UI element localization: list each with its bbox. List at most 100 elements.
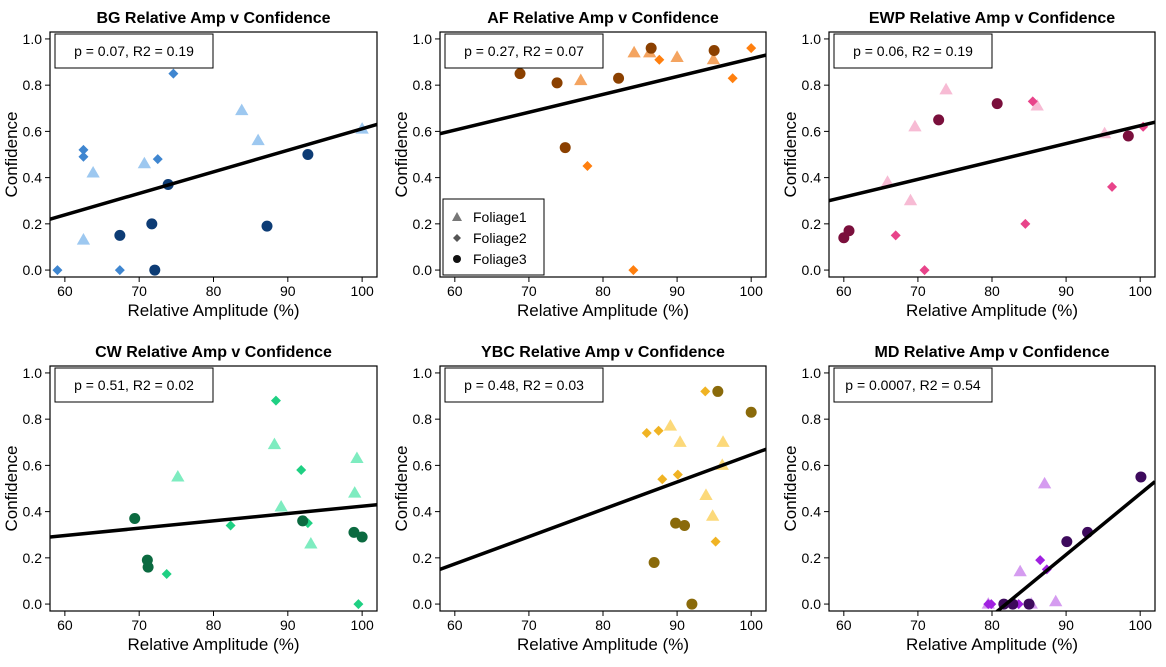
y-axis-label: Confidence — [2, 445, 21, 531]
point-foliage3 — [142, 561, 154, 573]
y-tick-label: 0.2 — [23, 216, 43, 232]
point-foliage1 — [670, 50, 684, 62]
y-axis-label: Confidence — [2, 111, 21, 197]
point-foliage2 — [727, 73, 738, 84]
chart-title: AF Relative Amp v Confidence — [487, 10, 719, 27]
y-tick-label: 0.6 — [413, 123, 433, 139]
point-foliage2 — [225, 520, 236, 531]
y-tick-label: 1.0 — [413, 31, 433, 47]
point-foliage3 — [1023, 598, 1035, 610]
legend-entry: Foliage3 — [473, 251, 527, 267]
x-tick-label: 60 — [836, 617, 852, 633]
point-foliage1 — [706, 509, 720, 521]
point-foliage1 — [348, 486, 362, 498]
x-tick-label: 80 — [206, 283, 222, 299]
stats-box — [833, 367, 993, 403]
x-axis-label: Relative Amplitude (%) — [517, 301, 689, 320]
y-axis-label: Confidence — [781, 111, 800, 197]
x-tick-label: 80 — [206, 617, 222, 633]
data-points — [129, 395, 368, 610]
chart-panel-2: AF Relative Amp v Confidence 60 70 80 90 100 0… — [392, 10, 767, 320]
point-foliage3 — [613, 72, 625, 84]
data-points — [641, 385, 757, 610]
x-tick-label: 60 — [447, 283, 463, 299]
point-foliage2 — [270, 395, 281, 406]
point-foliage3 — [514, 68, 526, 80]
x-tick-label: 60 — [447, 617, 463, 633]
y-tick-label: 0.0 — [413, 262, 433, 278]
point-foliage1 — [350, 451, 364, 464]
point-foliage2 — [114, 265, 125, 276]
x-tick-label: 90 — [280, 283, 296, 299]
point-foliage3 — [1061, 536, 1073, 548]
x-tick-label: 80 — [984, 617, 1000, 633]
x-tick-label: 90 — [280, 617, 296, 633]
point-foliage2 — [296, 465, 307, 476]
point-foliage2 — [152, 154, 163, 165]
x-tick-label: 100 — [350, 283, 374, 299]
point-foliage2 — [582, 161, 593, 172]
point-foliage1 — [908, 119, 922, 132]
point-foliage1 — [880, 175, 895, 187]
stats-annotation: p = 0.51, R2 = 0.02 — [74, 377, 194, 393]
point-foliage3 — [843, 225, 855, 237]
stats-box — [54, 33, 214, 69]
x-tick-label: 100 — [740, 617, 764, 633]
y-tick-label: 0.4 — [23, 170, 43, 186]
y-tick-label: 0.6 — [802, 457, 822, 473]
chart-panel-1: BG Relative Amp v Confidence 60 70 80 90 100 0… — [2, 10, 378, 320]
x-tick-label: 60 — [57, 617, 73, 633]
y-axis-label: Confidence — [392, 111, 411, 197]
stats-annotation: p = 0.27, R2 = 0.07 — [464, 43, 584, 59]
regression-line — [440, 447, 766, 572]
point-foliage3 — [670, 517, 682, 529]
y-tick-label: 0.4 — [802, 504, 822, 520]
legend-marker-diamond — [453, 234, 461, 242]
y-tick-label: 0.8 — [802, 411, 822, 427]
point-foliage3 — [648, 556, 660, 568]
point-foliage1 — [706, 52, 721, 65]
chart-panel-6: MD Relative Amp v Confidence 60 70 80 90 100 0… — [781, 344, 1156, 654]
point-foliage1 — [267, 437, 282, 450]
point-foliage3 — [1122, 130, 1134, 142]
legend-entry: Foliage1 — [473, 209, 527, 225]
y-tick-label: 0.8 — [23, 411, 43, 427]
y-tick-label: 0.4 — [413, 504, 433, 520]
plot-frame — [828, 365, 1156, 612]
stats-box — [54, 367, 214, 403]
point-foliage3 — [114, 229, 126, 241]
point-foliage1 — [574, 73, 588, 86]
x-tick-label: 90 — [1058, 617, 1074, 633]
regression-line — [440, 53, 766, 136]
regression-line — [50, 502, 377, 539]
point-foliage2 — [1020, 218, 1031, 229]
chart-title: YBC Relative Amp v Confidence — [481, 344, 725, 361]
y-tick-label: 0.4 — [413, 170, 433, 186]
x-tick-label: 70 — [910, 617, 926, 633]
stats-box — [444, 367, 604, 403]
y-tick-label: 0.8 — [802, 77, 822, 93]
point-foliage1 — [76, 233, 91, 245]
x-tick-label: 80 — [595, 617, 611, 633]
data-points — [981, 471, 1147, 610]
y-tick-label: 1.0 — [23, 31, 43, 47]
x-axis-label: Relative Amplitude (%) — [906, 301, 1078, 320]
y-tick-label: 0.0 — [413, 596, 433, 612]
regression-line — [50, 122, 377, 221]
y-tick-label: 0.2 — [413, 216, 433, 232]
plot-frame — [49, 365, 378, 612]
plot-frame — [439, 31, 767, 278]
point-foliage2 — [986, 599, 997, 610]
x-tick-label: 70 — [910, 283, 926, 299]
chart-title: MD Relative Amp v Confidence — [874, 344, 1109, 361]
point-foliage1 — [699, 488, 713, 500]
point-foliage3 — [686, 598, 698, 610]
point-foliage1 — [716, 435, 730, 447]
plot-frame — [49, 31, 378, 278]
x-tick-label: 90 — [669, 283, 685, 299]
point-foliage3 — [348, 526, 360, 538]
point-foliage2 — [919, 265, 930, 276]
point-foliage1 — [1037, 476, 1052, 489]
point-foliage2 — [890, 230, 901, 241]
point-foliage1 — [903, 193, 918, 206]
